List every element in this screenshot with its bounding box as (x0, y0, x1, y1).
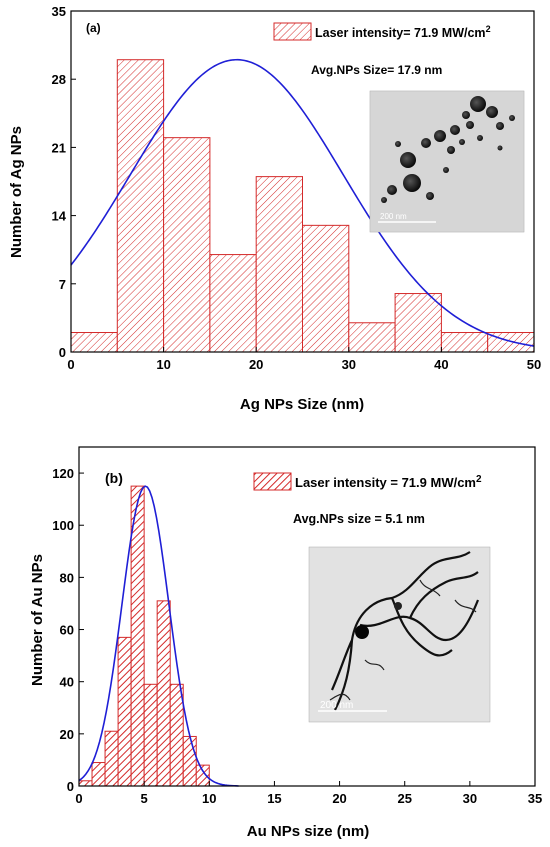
panel-b-legend-superscript: 2 (476, 474, 482, 485)
panel-b-y-tick-label: 120 (52, 466, 74, 481)
panel-a-y-tick-label: 7 (59, 277, 66, 292)
panel-a-x-tick-label: 30 (342, 357, 356, 372)
panel-b-inset-scale-label: 200 nm (320, 700, 353, 711)
panel-a-axes-frame (70, 10, 535, 353)
panel-b-axes-frame (78, 446, 536, 787)
panel-b-x-tick-label: 35 (528, 791, 542, 806)
panel-a-x-tick-label: 20 (249, 357, 263, 372)
panel-a-y-tick-label: 28 (52, 72, 66, 87)
panel-a-y-axis-label: Number of Ag NPs (8, 126, 25, 258)
panel-a-bar (394, 293, 442, 353)
panel-a-x-axis-label: Ag NPs Size (nm) (240, 396, 364, 413)
panel-b-bar (78, 780, 93, 787)
panel-b-label: (b) (105, 470, 123, 486)
panel-b-y-tick-label: 80 (60, 570, 74, 585)
panel-b-bar (156, 600, 171, 787)
panel-a-y-tick-label: 21 (52, 140, 66, 155)
panel-b-y-axis-label: Number of Au NPs (29, 554, 46, 686)
panel-b-bar (182, 735, 197, 787)
panel-b-bar (91, 762, 106, 787)
panel-a: 0 10 20 30 40 50 0 7 14 21 28 35 Number of Ag NPs A… (8, 4, 541, 413)
panel-b-x-tick-label: 15 (267, 791, 281, 806)
panel-a-y-tick-label: 0 (59, 345, 66, 360)
panel-b-x-tick-label: 20 (332, 791, 346, 806)
panel-a-bar (163, 137, 211, 353)
panel-b-gaussian-fit-line (78, 485, 239, 787)
panel-a-bar (302, 224, 350, 353)
panel-a-legend-superscript: 2 (486, 24, 491, 34)
panel-a-x-tick-label: 0 (67, 357, 74, 372)
panel-a-avg-size-annotation: Avg.NPs Size= 17.9 nm (311, 63, 442, 77)
panel-a-label: (a) (86, 21, 101, 35)
panel-b-plot-area: 0 5 10 15 20 25 30 35 0 20 40 60 80 100 120 (52, 446, 542, 806)
panel-a-bar (255, 176, 304, 353)
panel-a-bar (440, 332, 489, 353)
panel-b: 0 5 10 15 20 25 30 35 0 20 40 60 80 100 120 Number of … (29, 446, 542, 840)
panel-b-bar (195, 764, 210, 787)
panel-a-legend: Laser intensity= 71.9 MW/cm2 (273, 22, 491, 41)
panel-b-x-axis-label: Au NPs size (nm) (247, 823, 370, 840)
panel-b-x-tick-label: 10 (202, 791, 216, 806)
panel-a-legend-text: Laser intensity= 71.9 MW/cm2 (315, 24, 491, 40)
panel-a-gaussian-fit-line (70, 58, 535, 347)
panel-b-y-tick-label: 0 (67, 779, 74, 794)
panel-a-plot-area: 0 10 20 30 40 50 0 7 14 21 28 35 (52, 4, 542, 372)
panel-b-bar (169, 683, 184, 787)
panel-a-bar (70, 332, 118, 353)
panel-b-bar (130, 485, 145, 787)
panel-a-bar (348, 322, 396, 353)
panel-a-x-tick-label: 10 (156, 357, 170, 372)
panel-b-y-tick-label: 20 (60, 727, 74, 742)
panel-a-x-tick-label: 50 (527, 357, 541, 372)
panel-b-legend-label: Laser intensity = 71.9 MW/cm (295, 475, 476, 490)
panel-a-y-tick-label: 35 (52, 4, 66, 19)
panel-b-tem-inset: 200 nm (308, 546, 491, 723)
panel-a-y-tick-label: 14 (52, 209, 67, 224)
panel-a-x-tick-label: 40 (434, 357, 448, 372)
panel-b-avg-size-annotation: Avg.NPs size = 5.1 nm (293, 512, 425, 526)
panel-b-bar (104, 730, 119, 787)
panel-b-x-tick-label: 25 (397, 791, 411, 806)
panel-a-bar (116, 59, 165, 353)
panel-b-y-tick-label: 100 (52, 518, 74, 533)
panel-a-legend-swatch (273, 22, 312, 41)
panel-b-x-tick-label: 30 (463, 791, 477, 806)
panel-b-y-tick-label: 40 (60, 675, 74, 690)
panel-b-x-tick-label: 5 (141, 791, 148, 806)
panel-a-tem-inset: 200 nm (369, 90, 525, 233)
panel-b-legend-text: Laser intensity = 71.9 MW/cm2 (295, 474, 482, 490)
panel-b-bar (143, 683, 158, 787)
panel-b-legend: Laser intensity = 71.9 MW/cm2 (253, 472, 482, 491)
panel-b-y-tick-label: 60 (60, 623, 74, 638)
panel-b-legend-swatch (253, 472, 292, 491)
panel-a-bar (487, 332, 535, 353)
panel-a-inset-scale-label: 200 nm (380, 212, 407, 221)
panel-b-bar (117, 636, 132, 787)
panel-b-x-tick-label: 0 (75, 791, 82, 806)
panel-a-legend-label: Laser intensity= 71.9 MW/cm (315, 26, 486, 40)
panel-a-bar (209, 254, 257, 353)
